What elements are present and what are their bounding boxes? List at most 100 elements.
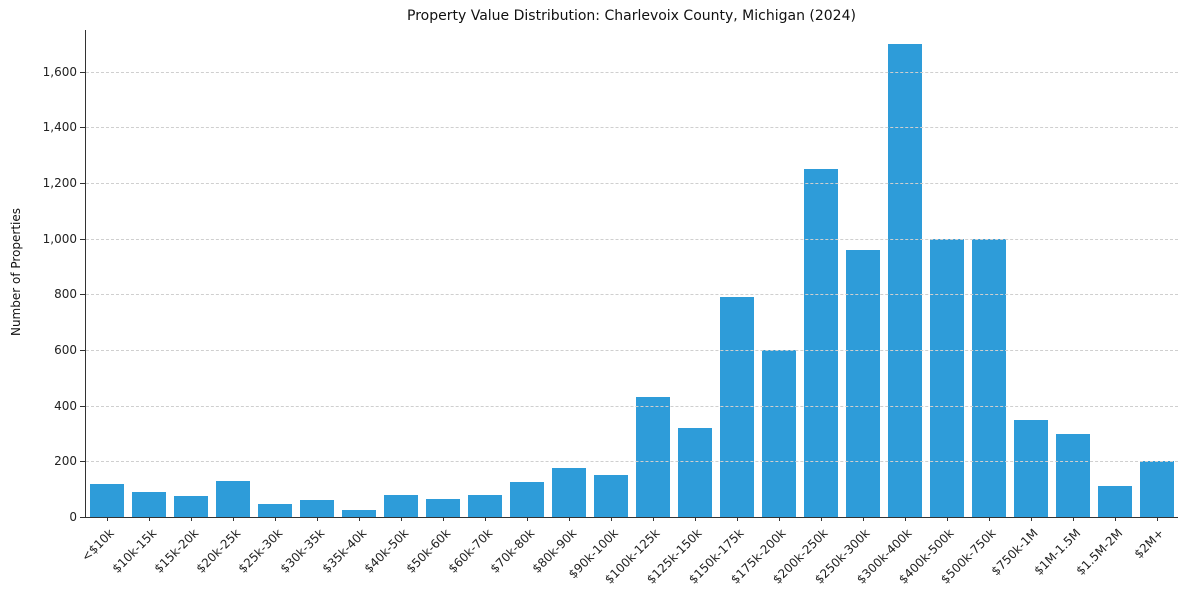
bar-slot: [296, 30, 338, 517]
bar: [90, 483, 124, 517]
bar: [1098, 486, 1132, 517]
gridline: [86, 350, 1178, 352]
x-tick-mark: [778, 517, 780, 521]
bar: [930, 238, 964, 517]
bar-slot: [842, 30, 884, 517]
gridline: [86, 183, 1178, 185]
x-tick-label: $2M+: [1131, 526, 1167, 562]
x-tick-mark: [232, 517, 234, 521]
x-tick-mark: [946, 517, 948, 521]
y-tick-mark: [80, 71, 86, 73]
bar-slot: [170, 30, 212, 517]
gridline: [86, 461, 1178, 463]
bar: [216, 480, 250, 517]
x-tick-mark: [1114, 517, 1116, 521]
plot-area: <$10k $10k-15k $15k-20k $20k-25k $25k-30k $30…: [43, 30, 1178, 587]
bar-slot: [1094, 30, 1136, 517]
bar-slot: [212, 30, 254, 517]
y-tick-label: 0: [69, 510, 77, 524]
gridline: [86, 294, 1178, 296]
y-tick-label: 800: [54, 287, 77, 302]
bar-slot: [800, 30, 842, 517]
x-tick-mark: [694, 517, 696, 521]
y-tick-mark: [80, 461, 86, 463]
bar-slot: [548, 30, 590, 517]
x-tick-label: <$10k: [78, 526, 117, 565]
y-tick-label: 1,000: [42, 231, 77, 246]
bar: [468, 494, 502, 517]
x-tick-mark: [904, 517, 906, 521]
bar-slot: [422, 30, 464, 517]
bar-slot: [506, 30, 548, 517]
bar-slot: [758, 30, 800, 517]
x-tick-mark: [862, 517, 864, 521]
x-tick-mark: [400, 517, 402, 521]
gridline: [86, 405, 1178, 407]
bar-slot: [1052, 30, 1094, 517]
bar: [1140, 461, 1174, 517]
x-tick-mark: [736, 517, 738, 521]
bar-slot: [590, 30, 632, 517]
bar: [510, 482, 544, 517]
bar: [384, 494, 418, 517]
bar-slot: [464, 30, 506, 517]
x-tick-mark: [106, 517, 108, 521]
bar-slot: [1136, 30, 1178, 517]
y-tick-mark: [80, 294, 86, 296]
x-tick-mark: [148, 517, 150, 521]
bar: [762, 350, 796, 517]
gridline: [86, 238, 1178, 240]
bar: [300, 500, 334, 517]
x-tick-label: $70k-80k: [487, 526, 537, 576]
x-tick-mark: [610, 517, 612, 521]
x-tick-mark: [526, 517, 528, 521]
x-tick-mark: [568, 517, 570, 521]
y-tick-mark: [80, 127, 86, 129]
x-tick-mark: [1072, 517, 1074, 521]
bar: [1056, 433, 1090, 517]
bar: [258, 504, 292, 517]
y-tick-mark: [80, 238, 86, 240]
x-tick-mark: [652, 517, 654, 521]
x-tick-label: $30k-35k: [277, 526, 327, 576]
bar: [846, 249, 880, 517]
chart-title: Property Value Distribution: Charlevoix …: [407, 8, 856, 24]
bar: [888, 43, 922, 517]
x-tick-label: $15k-20k: [151, 526, 201, 576]
bar-slot: [338, 30, 380, 517]
x-tick-mark: [190, 517, 192, 521]
gridline: [86, 71, 1178, 73]
x-tick-mark: [988, 517, 990, 521]
bar-slot: [254, 30, 296, 517]
x-tick-mark: [484, 517, 486, 521]
x-tick-label: $50k-60k: [403, 526, 453, 576]
bar-slot: [926, 30, 968, 517]
bar: [804, 169, 838, 517]
bar: [678, 427, 712, 517]
y-tick-label: 1,200: [42, 176, 77, 191]
bar: [342, 510, 376, 517]
y-tick-label: 200: [54, 454, 77, 469]
y-tick-label: 600: [54, 343, 77, 358]
bar: [132, 491, 166, 517]
y-tick-mark: [80, 350, 86, 352]
x-tick-mark: [358, 517, 360, 521]
y-tick-label: 1,600: [42, 64, 77, 79]
bar-slot: [86, 30, 128, 517]
x-tick-mark: [1030, 517, 1032, 521]
bar: [426, 498, 460, 517]
bar-slot: [968, 30, 1010, 517]
bar: [174, 496, 208, 517]
bar: [552, 468, 586, 517]
bar-slot: [632, 30, 674, 517]
x-tick-mark: [1156, 517, 1158, 521]
y-tick-label: 1,400: [42, 120, 77, 135]
bar-slot: [674, 30, 716, 517]
bar: [636, 397, 670, 517]
x-tick-mark: [820, 517, 822, 521]
y-tick-mark: [80, 405, 86, 407]
bar-slot: [716, 30, 758, 517]
x-tick-label: $20k-25k: [193, 526, 243, 576]
bar: [720, 297, 754, 517]
y-tick-label: 400: [54, 398, 77, 413]
